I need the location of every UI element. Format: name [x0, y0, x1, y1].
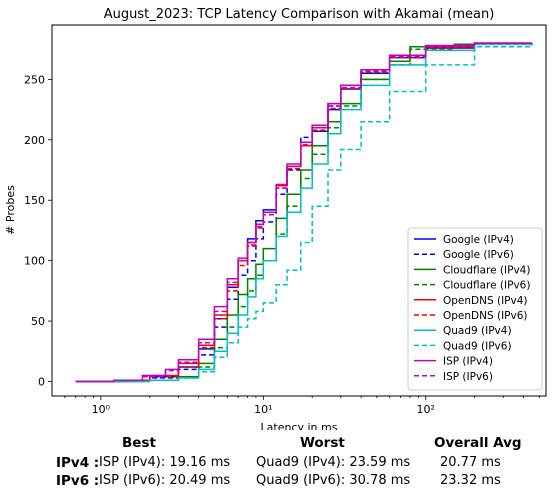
summary-row-ipv6-worst: Quad9 (IPv6): 30.78 ms: [256, 473, 411, 488]
legend-entry-label: OpenDNS (IPv4): [443, 295, 528, 307]
summary-header-best: Best: [122, 435, 156, 451]
legend-entry-label: Cloudflare (IPv6): [443, 280, 530, 292]
legend-entry-label: Quad9 (IPv6): [443, 340, 512, 352]
x-tick-label: 10²: [417, 403, 435, 416]
summary-row-ipv4-avg: 20.77 ms: [440, 455, 501, 470]
summary-row-ipv4-worst: Quad9 (IPv4): 23.59 ms: [256, 455, 411, 470]
summary-row-ipv6-avg: 23.32 ms: [440, 473, 501, 488]
summary-header-avg: Overall Avg: [434, 435, 522, 451]
series-line-5: [75, 43, 533, 383]
series-line-6: [75, 43, 533, 383]
y-tick-label: 0: [38, 375, 45, 388]
legend-entry-label: Google (IPv6): [443, 249, 514, 261]
latency-chart: 10⁰ 10¹ 10² 0 50 100 150 200 250 August_2023: TC…: [4, 7, 547, 430]
legend-box: [407, 227, 543, 391]
legend: Google (IPv4) Google (IPv6) Cloudflare (IP…: [407, 227, 543, 391]
summary-row-ipv4-label: IPv4 :: [56, 455, 100, 471]
chart-title: August_2023: TCP Latency Comparison with…: [104, 7, 495, 22]
y-tick-label: 250: [24, 73, 45, 86]
plot-frame: [51, 24, 547, 397]
summary-row-ipv4-best: ISP (IPv4): 19.16 ms: [99, 455, 231, 470]
axes-layer: 10⁰ 10¹ 10² 0 50 100 150 200 250: [24, 73, 540, 416]
series-line-9: [75, 42, 532, 383]
legend-entry-label: ISP (IPv4): [443, 356, 493, 368]
summary-row-ipv6-label: IPv6 :: [56, 473, 100, 489]
legend-entry-label: ISP (IPv6): [443, 371, 493, 383]
y-tick-label: 200: [24, 134, 45, 147]
legend-entry-label: OpenDNS (IPv6): [443, 310, 528, 322]
y-tick-label: 50: [31, 315, 45, 328]
y-tick-label: 100: [24, 255, 45, 268]
summary-row-ipv6-best: ISP (IPv6): 20.49 ms: [99, 473, 231, 488]
y-tick-label: 150: [24, 194, 45, 207]
x-axis-label: Latency in ms: [261, 421, 338, 430]
legend-entry-label: Google (IPv4): [443, 234, 514, 246]
series-line-7: [75, 43, 533, 383]
legend-entry-label: Quad9 (IPv4): [443, 325, 512, 337]
x-tick-label: 10¹: [254, 403, 272, 416]
series-layer: [75, 42, 533, 383]
legend-entry-label: Cloudflare (IPv4): [443, 264, 530, 276]
summary-header-worst: Worst: [300, 435, 345, 451]
x-tick-label: 10⁰: [92, 403, 111, 416]
y-axis-label: # Probes: [4, 185, 17, 235]
